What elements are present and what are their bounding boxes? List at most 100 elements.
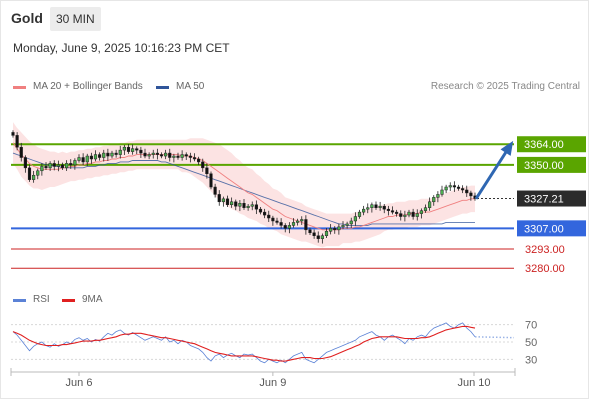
- candle-body-down: [126, 146, 131, 152]
- candle-body-down: [135, 148, 139, 151]
- candle-body-down: [188, 155, 192, 158]
- candle-body-up: [370, 204, 374, 208]
- candle: [238, 200, 242, 212]
- candle: [436, 191, 440, 203]
- candle-body-up: [32, 174, 36, 180]
- candle-body-up: [337, 226, 341, 231]
- candle: [378, 201, 382, 211]
- candle: [15, 132, 19, 151]
- candle-body-down: [60, 164, 65, 169]
- candle: [180, 150, 184, 161]
- candle-body-down: [386, 208, 390, 211]
- candle-body-up: [221, 198, 225, 203]
- candle-body-up: [118, 149, 122, 155]
- timeframe-badge[interactable]: 30 MIN: [50, 7, 101, 31]
- candle-body-down: [184, 154, 188, 157]
- candle: [345, 221, 349, 229]
- candle-body-down: [52, 163, 56, 167]
- candle-body-down: [304, 219, 308, 231]
- candle: [56, 160, 60, 172]
- candle: [205, 163, 209, 179]
- candle-body-up: [300, 219, 304, 222]
- candle: [287, 222, 291, 234]
- candle-body-up: [403, 214, 407, 217]
- ma9-swatch: [62, 299, 75, 302]
- candle: [456, 184, 461, 191]
- level-label-3350.00: 3350.00: [524, 160, 564, 172]
- candle: [155, 148, 159, 160]
- candle-body-up: [238, 203, 242, 207]
- candle-body-up: [329, 228, 333, 232]
- candle: [168, 148, 172, 162]
- candle: [300, 216, 304, 225]
- candle: [89, 152, 93, 164]
- candle-body-up: [353, 216, 357, 222]
- candle-body-down: [197, 158, 201, 163]
- candle: [19, 142, 23, 162]
- rsi-line: [12, 322, 476, 364]
- candle: [221, 196, 225, 207]
- candle: [118, 145, 122, 159]
- candle: [188, 152, 192, 163]
- candle: [209, 171, 213, 190]
- candle-body-down: [139, 149, 143, 154]
- candle-body-down: [81, 157, 85, 163]
- candle: [159, 152, 164, 159]
- candle: [139, 146, 143, 158]
- candle-body-up: [366, 207, 370, 210]
- timestamp: Monday, June 9, 2025 10:16:23 PM CET: [13, 41, 230, 55]
- candle: [250, 201, 254, 211]
- legend-rsi-label: RSI: [33, 294, 50, 305]
- candle: [102, 149, 106, 162]
- candle: [263, 208, 267, 219]
- candle-body-up: [428, 201, 432, 208]
- candle: [77, 154, 81, 163]
- candle-body-up: [180, 154, 184, 158]
- candle: [469, 190, 473, 201]
- candle-body-up: [324, 231, 329, 236]
- candle: [341, 221, 345, 230]
- candle: [32, 170, 36, 183]
- candle: [27, 164, 32, 182]
- candle-body-up: [36, 170, 40, 176]
- candle-body-down: [19, 146, 23, 158]
- candle-body-up: [40, 166, 44, 172]
- candle-body-down: [382, 205, 386, 210]
- candle-body-up: [345, 223, 349, 226]
- candle: [225, 195, 230, 207]
- candle-body-down: [106, 152, 110, 157]
- candle: [114, 149, 118, 158]
- candle: [337, 223, 341, 235]
- last-price-label: 3327.21: [524, 194, 564, 206]
- candle-body-down: [271, 217, 275, 222]
- candle-body-up: [436, 194, 440, 198]
- candle: [362, 205, 366, 216]
- candle-body-up: [172, 155, 176, 158]
- candle-body-up: [407, 211, 411, 216]
- candle-body-down: [469, 192, 473, 197]
- level-label-3280.00: 3280.00: [525, 263, 565, 275]
- projection-arrow-head: [500, 140, 514, 156]
- candle-body-down: [395, 211, 399, 214]
- x-tick-label: Jun 9: [259, 377, 286, 389]
- candle-body-down: [390, 210, 395, 213]
- candle-body-up: [320, 235, 324, 239]
- candle-body-up: [56, 164, 60, 167]
- instrument-title: Gold: [11, 10, 43, 26]
- candle-body-up: [423, 207, 428, 211]
- ma9-line: [12, 325, 476, 362]
- legend-ma50-label: MA 50: [176, 81, 205, 92]
- rsi-tick-label: 70: [525, 320, 537, 332]
- header: Gold 30 MIN: [0, 0, 590, 38]
- candle: [69, 159, 73, 169]
- candle: [291, 218, 296, 228]
- candle-body-down: [213, 186, 217, 195]
- ma20-line: [12, 142, 475, 231]
- candle-body-down: [279, 222, 283, 226]
- candle: [461, 185, 465, 194]
- candle-body-down: [11, 132, 15, 136]
- candle: [296, 218, 300, 226]
- candle: [217, 190, 221, 206]
